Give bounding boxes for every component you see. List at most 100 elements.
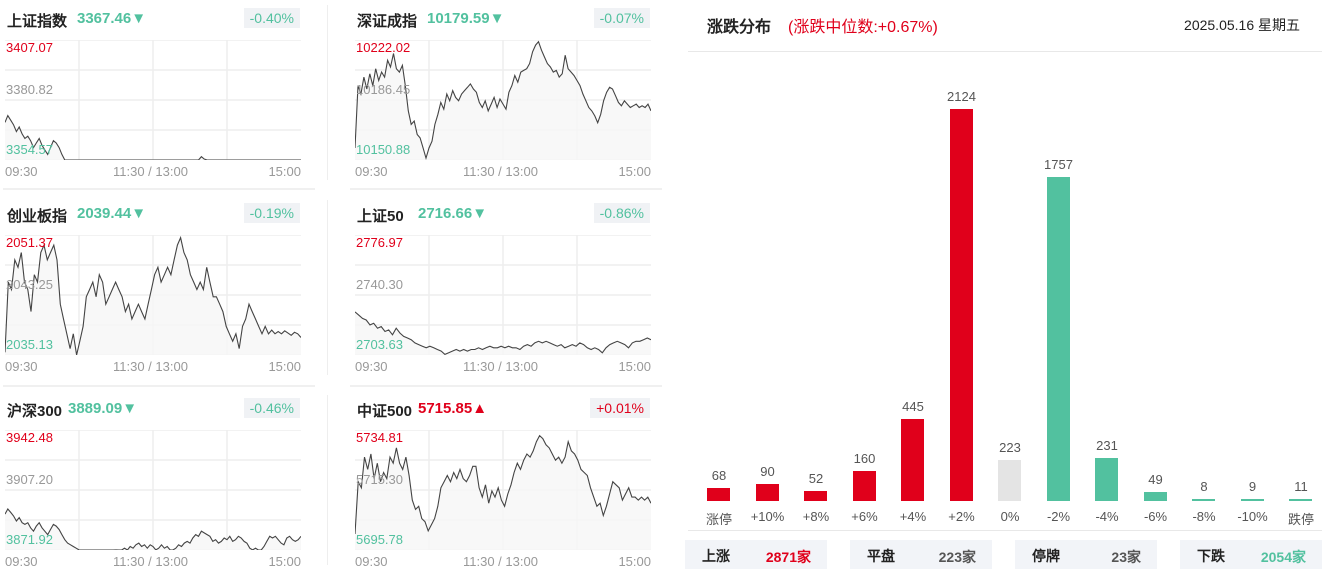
intraday-line-chart[interactable]: 3942.48 3907.20 3871.92 09:30 11:30 / 13… (5, 430, 301, 569)
distribution-bar[interactable]: 52 +8% (796, 0, 836, 540)
arrow-down-icon: ▼ (131, 10, 147, 27)
index-name: 深证成指 (357, 13, 418, 30)
bar-category-label: +8% (802, 509, 830, 524)
distribution-bar[interactable]: 1757 -2% (1039, 0, 1079, 540)
bar-category-label: 涨停 (705, 512, 732, 527)
index-change-badge: -0.46% (243, 398, 300, 418)
x-start-label: 09:30 (5, 164, 38, 179)
index-panel[interactable]: 创业板指 2039.44▼ -0.19% 2051.37 2043.25 203… (0, 195, 301, 380)
distribution-bar[interactable]: 8 -8% (1184, 0, 1224, 540)
index-panel[interactable]: 沪深300 3889.09▼ -0.46% 3942.48 3907.20 38… (0, 390, 301, 575)
distribution-bar[interactable]: 9 -10% (1233, 0, 1273, 540)
y-mid-label: 3907.20 (6, 472, 53, 487)
distribution-bar[interactable]: 68 涨停 (699, 0, 739, 540)
index-header: 中证500 5715.85▲ +0.01% (357, 398, 650, 420)
x-start-label: 09:30 (5, 359, 38, 374)
index-header: 深证成指 10179.59▼ -0.07% (357, 8, 650, 30)
distribution-bar[interactable]: 49 -6% (1136, 0, 1176, 540)
summary-item: 平盘 223家 (850, 540, 992, 569)
bar-value: 9 (1248, 479, 1257, 494)
distribution-bar[interactable]: 160 +6% (845, 0, 885, 540)
bar-category-label: -8% (1192, 509, 1216, 524)
header-divider (688, 51, 1322, 52)
x-end-label: 15:00 (618, 164, 651, 179)
distribution-bar[interactable]: 445 +4% (893, 0, 933, 540)
y-low-label: 2703.63 (356, 337, 403, 352)
bar-value: 52 (808, 471, 824, 487)
summary-value: 223家 (938, 549, 976, 565)
summary-label: 上涨 (702, 548, 730, 564)
column-divider (327, 395, 328, 565)
row-divider (350, 188, 662, 190)
summary-label: 停牌 (1032, 548, 1060, 564)
arrow-down-icon: ▼ (122, 400, 138, 417)
x-mid-label: 11:30 / 13:00 (463, 164, 538, 179)
summary-value: 2054家 (1260, 549, 1306, 565)
bar-rect (949, 109, 973, 501)
bar-value: 1757 (1044, 156, 1073, 172)
x-mid-label: 11:30 / 13:00 (463, 359, 538, 374)
bar-value: 160 (853, 451, 876, 467)
bar-rect (804, 491, 827, 501)
index-name: 上证50 (357, 208, 404, 225)
bar-rect (901, 418, 924, 501)
distribution-bar[interactable]: 231 -4% (1087, 0, 1127, 540)
y-low-label: 10150.88 (356, 142, 411, 157)
index-panels: 上证指数 3367.46▼ -0.40% 3407.07 3380.82 335… (0, 0, 665, 569)
index-panel[interactable]: 上证指数 3367.46▼ -0.40% 3407.07 3380.82 335… (0, 0, 301, 185)
distribution-bar[interactable]: 223 0% (990, 0, 1030, 540)
y-mid-label: 3380.82 (6, 82, 53, 97)
bar-category-label: 跌停 (1287, 512, 1314, 527)
index-panel[interactable]: 深证成指 10179.59▼ -0.07% 10222.02 10186.45 … (350, 0, 651, 185)
bar-value: 445 (902, 398, 924, 414)
distribution-bar[interactable]: 90 +10% (748, 0, 788, 540)
distribution-bar[interactable]: 2124 +2% (942, 0, 982, 540)
line-chart-svg (355, 40, 651, 160)
y-high-label: 2776.97 (356, 235, 403, 250)
summary-value: 2871家 (765, 549, 811, 565)
summary-value: 23家 (1111, 549, 1141, 565)
index-value: 3367.46▼ (77, 10, 147, 27)
row-divider (350, 385, 662, 387)
column-divider (327, 5, 328, 180)
index-panel[interactable]: 中证500 5715.85▲ +0.01% 5734.81 5715.30 56… (350, 390, 651, 575)
intraday-line-chart[interactable]: 3407.07 3380.82 3354.57 09:30 11:30 / 13… (5, 40, 301, 179)
intraday-line-chart[interactable]: 2776.97 2740.30 2703.63 09:30 11:30 / 13… (355, 235, 651, 374)
index-panel[interactable]: 上证50 2716.66▼ -0.86% 2776.97 2740.30 270… (350, 195, 651, 380)
bar-rect (1143, 491, 1167, 501)
bar-value: 2124 (947, 89, 976, 104)
x-end-label: 15:00 (268, 554, 301, 569)
index-header: 创业板指 2039.44▼ -0.19% (7, 203, 300, 225)
x-mid-label: 11:30 / 13:00 (113, 554, 188, 569)
bar-rect (998, 459, 1021, 501)
y-mid-label: 2043.25 (6, 277, 53, 292)
x-mid-label: 11:30 / 13:00 (113, 359, 188, 374)
x-start-label: 09:30 (355, 554, 388, 569)
distribution-bar[interactable]: 11 跌停 (1281, 0, 1321, 540)
y-low-label: 3871.92 (6, 532, 53, 547)
y-high-label: 10222.02 (356, 40, 411, 55)
line-chart-svg (5, 430, 301, 550)
x-end-label: 15:00 (268, 164, 301, 179)
index-name: 创业板指 (7, 208, 68, 225)
line-chart-svg (5, 40, 301, 160)
bar-category-label: -4% (1095, 509, 1119, 524)
summary-label: 平盘 (867, 548, 895, 564)
index-header: 沪深300 3889.09▼ -0.46% (7, 398, 300, 420)
intraday-line-chart[interactable]: 10222.02 10186.45 10150.88 09:30 11:30 /… (355, 40, 651, 179)
index-change-badge: -0.40% (243, 8, 300, 28)
bar-value: 90 (760, 464, 775, 480)
intraday-line-chart[interactable]: 5734.81 5715.30 5695.78 09:30 11:30 / 13… (355, 430, 651, 569)
bar-rect (1095, 458, 1118, 501)
index-value: 5715.85▲ (418, 400, 488, 417)
chart-baseline (688, 530, 1322, 531)
intraday-line-chart[interactable]: 2051.37 2043.25 2035.13 09:30 11:30 / 13… (5, 235, 301, 374)
y-low-label: 5695.78 (356, 532, 403, 547)
trade-date: 2025.05.16 星期五 (1184, 17, 1300, 33)
bar-category-label: -10% (1237, 509, 1268, 524)
y-high-label: 5734.81 (356, 430, 403, 445)
bar-rect (1240, 499, 1264, 501)
index-name: 上证指数 (7, 13, 68, 30)
bar-category-label: +10% (750, 509, 785, 524)
bar-rect (1192, 499, 1215, 501)
